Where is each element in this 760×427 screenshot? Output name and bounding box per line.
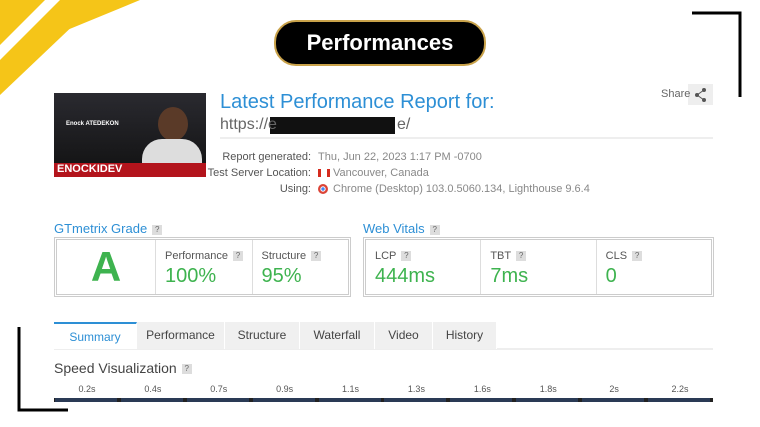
time-label: 0.9s: [276, 384, 294, 394]
metric-value: 95%: [261, 265, 302, 287]
detail-label: Report generated:: [222, 151, 311, 163]
frame: [318, 398, 381, 402]
url-suffix: e/: [397, 116, 411, 133]
help-icon[interactable]: ?: [401, 251, 412, 262]
thumbnail: Enock ATEDEKON ENOCKIDEV: [54, 93, 206, 177]
help-icon[interactable]: ?: [181, 364, 192, 375]
help-icon[interactable]: ?: [232, 251, 243, 262]
metric: Structure? 95%: [253, 240, 349, 294]
time-label: 1.6s: [473, 384, 491, 394]
time-label: 2s: [609, 384, 619, 394]
help-icon[interactable]: ?: [429, 224, 440, 235]
metric: TBT? 7ms: [481, 240, 597, 294]
time-label: 2.2s: [671, 384, 689, 394]
help-icon[interactable]: ?: [311, 251, 322, 262]
metric-value: 7ms: [490, 265, 529, 287]
grade-letter: A: [57, 240, 156, 294]
speed-title: Speed Visualization?: [54, 360, 192, 376]
frame: [186, 398, 249, 402]
metric-value: 100%: [165, 265, 217, 287]
tab[interactable]: History: [433, 322, 497, 349]
share-button[interactable]: Share: [661, 88, 691, 100]
vitals-title-text: Web Vitals: [363, 221, 425, 236]
tab[interactable]: Video: [375, 322, 433, 349]
time-label: 1.1s: [342, 384, 360, 394]
tab[interactable]: Waterfall: [300, 322, 375, 349]
thumbnail-name: Enock ATEDEKON: [66, 121, 119, 127]
metric: CLS? 0: [597, 240, 711, 294]
speed-title-text: Speed Visualization: [54, 360, 177, 376]
frame: [648, 398, 710, 402]
tab[interactable]: Performance: [137, 322, 225, 349]
metric-label: LCP?: [375, 250, 412, 262]
time-label: 1.3s: [407, 384, 425, 394]
metric: Performance? 100%: [156, 240, 253, 294]
metric-label: Performance?: [165, 250, 243, 262]
vitals-title: Web Vitals?: [363, 221, 440, 236]
detail-value: Thu, Jun 22, 2023 1:17 PM -0700: [318, 151, 482, 163]
detail-label: Test Server Location:: [207, 167, 311, 179]
title: Performances: [306, 30, 454, 55]
frame: [582, 398, 645, 402]
frame: [120, 398, 183, 402]
frame: [252, 398, 315, 402]
help-icon[interactable]: ?: [516, 251, 527, 262]
help-icon[interactable]: ?: [632, 251, 643, 262]
time-label: 1.8s: [539, 384, 557, 394]
grade-title: GTmetrix Grade?: [54, 221, 163, 236]
metric-label: CLS?: [606, 250, 643, 262]
grade-title-text: GTmetrix Grade: [54, 221, 148, 236]
time-label: 0.2s: [78, 384, 96, 394]
help-icon[interactable]: ?: [152, 224, 163, 235]
grade-box: A Performance? 100% Structure? 95%: [54, 237, 351, 297]
thumbnail-brand: ENOCKIDEV: [57, 163, 123, 175]
metric-label: TBT?: [490, 250, 527, 262]
frame: [55, 398, 117, 402]
frame: [516, 398, 579, 402]
report-heading: Latest Performance Report for:: [220, 91, 495, 113]
detail-value: Chrome (Desktop) 103.0.5060.134, Lightho…: [333, 183, 590, 195]
metric-value: 0: [605, 265, 617, 287]
url-prefix: https://e: [220, 116, 277, 133]
tab[interactable]: Structure: [225, 322, 300, 349]
time-label: 0.7s: [210, 384, 228, 394]
frame: [450, 398, 513, 402]
metric-label: Structure?: [262, 250, 322, 262]
detail-value: Vancouver, Canada: [333, 167, 429, 179]
vitals-box: LCP? 444ms TBT? 7ms CLS? 0: [363, 237, 714, 297]
time-label: 0.4s: [144, 384, 162, 394]
metric: LCP? 444ms: [366, 240, 482, 294]
metric-value: 444ms: [375, 265, 436, 287]
tab[interactable]: Summary: [54, 322, 137, 349]
title-pill: Performances: [274, 20, 486, 66]
detail-label: Using:: [279, 183, 311, 195]
frame: [384, 398, 447, 402]
